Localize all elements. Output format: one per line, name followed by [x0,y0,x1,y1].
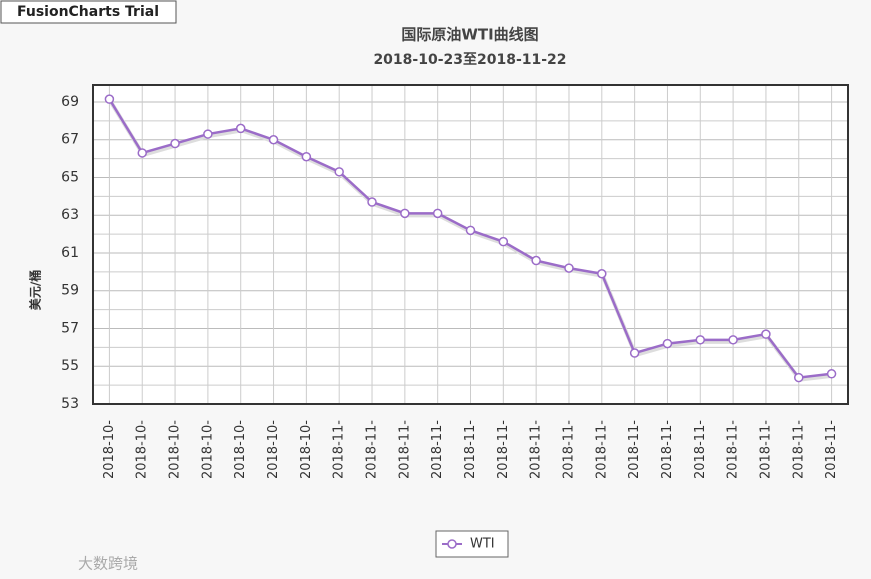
y-tick-label: 55 [61,358,79,374]
x-tick-label: 2018-11- [594,420,609,479]
point [498,236,509,247]
x-tick-label: 2018-11- [529,420,544,479]
x-tick-label: 2018-10- [102,420,117,479]
legend-label: WTI [470,537,495,552]
point [203,129,213,139]
badge: FusionCharts Trial [17,4,159,20]
point [597,269,607,279]
point [367,197,377,207]
y-axis-label: 美元/桶 [28,270,43,310]
point [826,369,837,379]
point [465,225,476,236]
point [695,335,706,345]
x-tick-label: 2018-11- [397,420,412,479]
y-tick-label: 61 [61,245,79,261]
x-tick-label: 2018-11- [693,420,708,479]
x-tick-label: 2018-10- [299,420,314,479]
point [104,94,115,104]
legend-marker [447,539,457,549]
x-tick-label: 2018-10- [266,420,281,479]
point [794,372,804,383]
x-tick-label: 2018-11- [332,420,347,479]
point [170,138,180,149]
x-tick-label: 2018-11- [791,420,806,479]
x-tick-label: 2018-11- [365,420,380,479]
y-tick-label: 67 [61,132,79,148]
point [137,148,147,158]
point [400,208,410,219]
x-tick-label: 2018-11- [561,420,576,479]
point [761,329,771,339]
y-tick-label: 63 [61,207,79,223]
point [564,263,574,273]
point [235,123,246,134]
watermark: 大数跨境 [78,555,138,573]
x-tick-label: 2018-10- [135,420,150,479]
x-tick-label: 2018-11- [496,420,511,479]
y-tick-label: 53 [61,396,79,412]
plot-border [92,84,849,405]
x-tick-label: 2018-11- [430,420,445,479]
y-tick-label: 69 [61,94,79,110]
x-tick-label: 2018-10- [200,420,215,479]
x-tick-label: 2018-10- [233,420,248,479]
x-tick-label: 2018-11- [824,420,839,479]
y-tick-label: 65 [61,169,79,185]
x-tick-label: 2018-11- [758,420,773,479]
x-tick-label: 2018-10- [168,420,183,479]
chart-title: 国际原油WTI曲线图 [401,26,538,44]
chart-subtitle: 2018-10-23至2018-11-22 [373,52,566,68]
point [432,208,443,219]
x-tick-label: 2018-11- [463,420,478,479]
x-tick-label: 2018-11- [627,420,642,479]
x-tick-label: 2018-11- [660,420,675,479]
y-tick-label: 57 [61,320,79,336]
y-tick-label: 59 [61,283,79,299]
point [301,151,312,162]
point [629,348,640,358]
point [662,338,673,349]
x-tick-label: 2018-11- [726,420,741,479]
point [531,255,541,266]
badge-box [0,0,177,24]
point [268,134,279,145]
point [728,335,738,345]
point [334,167,344,177]
